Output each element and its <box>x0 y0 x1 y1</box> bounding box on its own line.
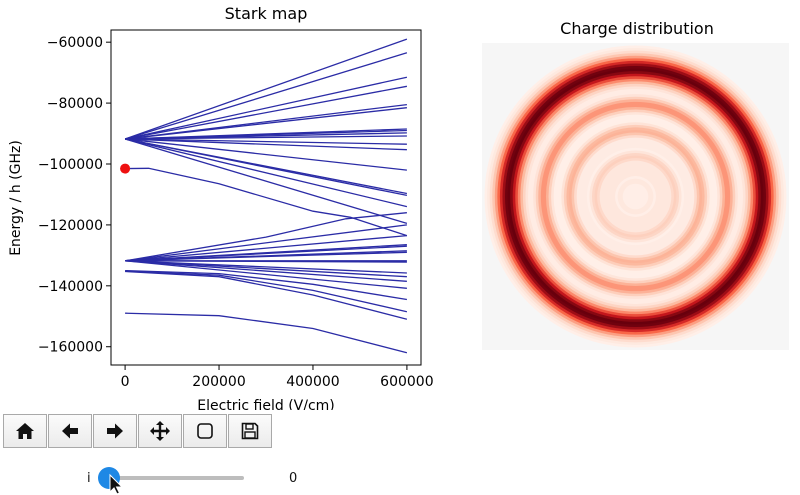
y-axis-label: Energy / h (GHz) <box>8 140 24 256</box>
figure: Stark map 0 200000 400000 600000 −160000 −14… <box>8 4 789 410</box>
forward-button[interactable] <box>93 414 137 448</box>
stark-line-24 <box>125 251 407 262</box>
slider-track[interactable] <box>108 476 244 480</box>
stark-line-12 <box>125 138 407 171</box>
y-tick-label-1: −140000 <box>38 279 103 295</box>
stark-line-31 <box>125 269 408 301</box>
stark-line-15 <box>124 138 408 208</box>
y-tick-label-3: −100000 <box>38 157 103 173</box>
stark-line-33 <box>125 270 408 320</box>
stark-map-title: Stark map <box>225 4 308 23</box>
x-tick-label-0: 0 <box>121 374 130 390</box>
x-tick-label-2: 400000 <box>286 374 339 390</box>
stark-line-20 <box>125 234 407 262</box>
stark-line-11 <box>125 138 407 151</box>
stark-line-29 <box>125 260 407 282</box>
y-tick-label-4: −80000 <box>47 96 103 112</box>
stark-line-34 <box>125 312 408 354</box>
stark-line-5 <box>125 107 407 140</box>
stark-map-marker <box>120 163 131 174</box>
stark-map-xticks: 0 200000 400000 600000 <box>121 365 434 390</box>
x-tick-label-3: 600000 <box>380 374 433 390</box>
navigation-toolbar <box>3 414 272 450</box>
stark-line-16 <box>124 138 408 225</box>
stark-line-26 <box>125 260 407 263</box>
slider-value: 0 <box>289 471 298 486</box>
stark-map-axes <box>110 29 422 366</box>
stark-line-9 <box>125 135 407 140</box>
x-tick-label-1: 200000 <box>192 374 245 390</box>
save-icon <box>241 422 259 440</box>
home-button[interactable] <box>3 414 47 448</box>
stark-line-10 <box>125 138 407 145</box>
stark-line-32 <box>125 270 408 313</box>
stark-line-17 <box>125 167 408 237</box>
stark-line-3 <box>124 85 408 140</box>
home-icon <box>16 423 34 439</box>
stark-line-1 <box>124 52 408 140</box>
charge-distribution-heatmap <box>482 43 789 350</box>
stark-line-0 <box>124 38 408 140</box>
x-axis-label: Electric field (V/cm) <box>197 398 335 410</box>
y-tick-label-5: −60000 <box>47 35 103 51</box>
arrow-left-icon <box>62 423 78 439</box>
pan-button[interactable] <box>138 414 182 448</box>
stark-map-yticks: −160000 −140000 −120000 −100000 −80000 −60000 <box>38 35 111 356</box>
save-button[interactable] <box>228 414 272 448</box>
arrow-right-icon <box>107 423 123 439</box>
heatmap-band <box>622 183 649 210</box>
stark-line-2 <box>124 76 408 140</box>
index-slider[interactable] <box>0 462 300 495</box>
zoom-rect-icon <box>197 423 213 439</box>
stark-line-14 <box>124 138 408 197</box>
y-tick-label-0: −160000 <box>38 340 103 356</box>
stark-map-lines <box>124 38 408 354</box>
index-slider-row: i 0 <box>0 462 800 492</box>
charge-distribution-title: Charge distribution <box>560 19 714 38</box>
stark-line-18 <box>124 212 407 262</box>
stark-line-28 <box>125 260 407 278</box>
zoom-button[interactable] <box>183 414 227 448</box>
stark-line-22 <box>125 245 407 262</box>
back-button[interactable] <box>48 414 92 448</box>
y-tick-label-2: −120000 <box>38 218 103 234</box>
move-icon <box>150 421 170 441</box>
slider-label: i <box>87 471 91 486</box>
cursor-icon <box>109 473 124 495</box>
stark-line-19 <box>125 224 407 262</box>
stark-line-30 <box>125 260 407 289</box>
current-state-marker <box>120 163 131 174</box>
